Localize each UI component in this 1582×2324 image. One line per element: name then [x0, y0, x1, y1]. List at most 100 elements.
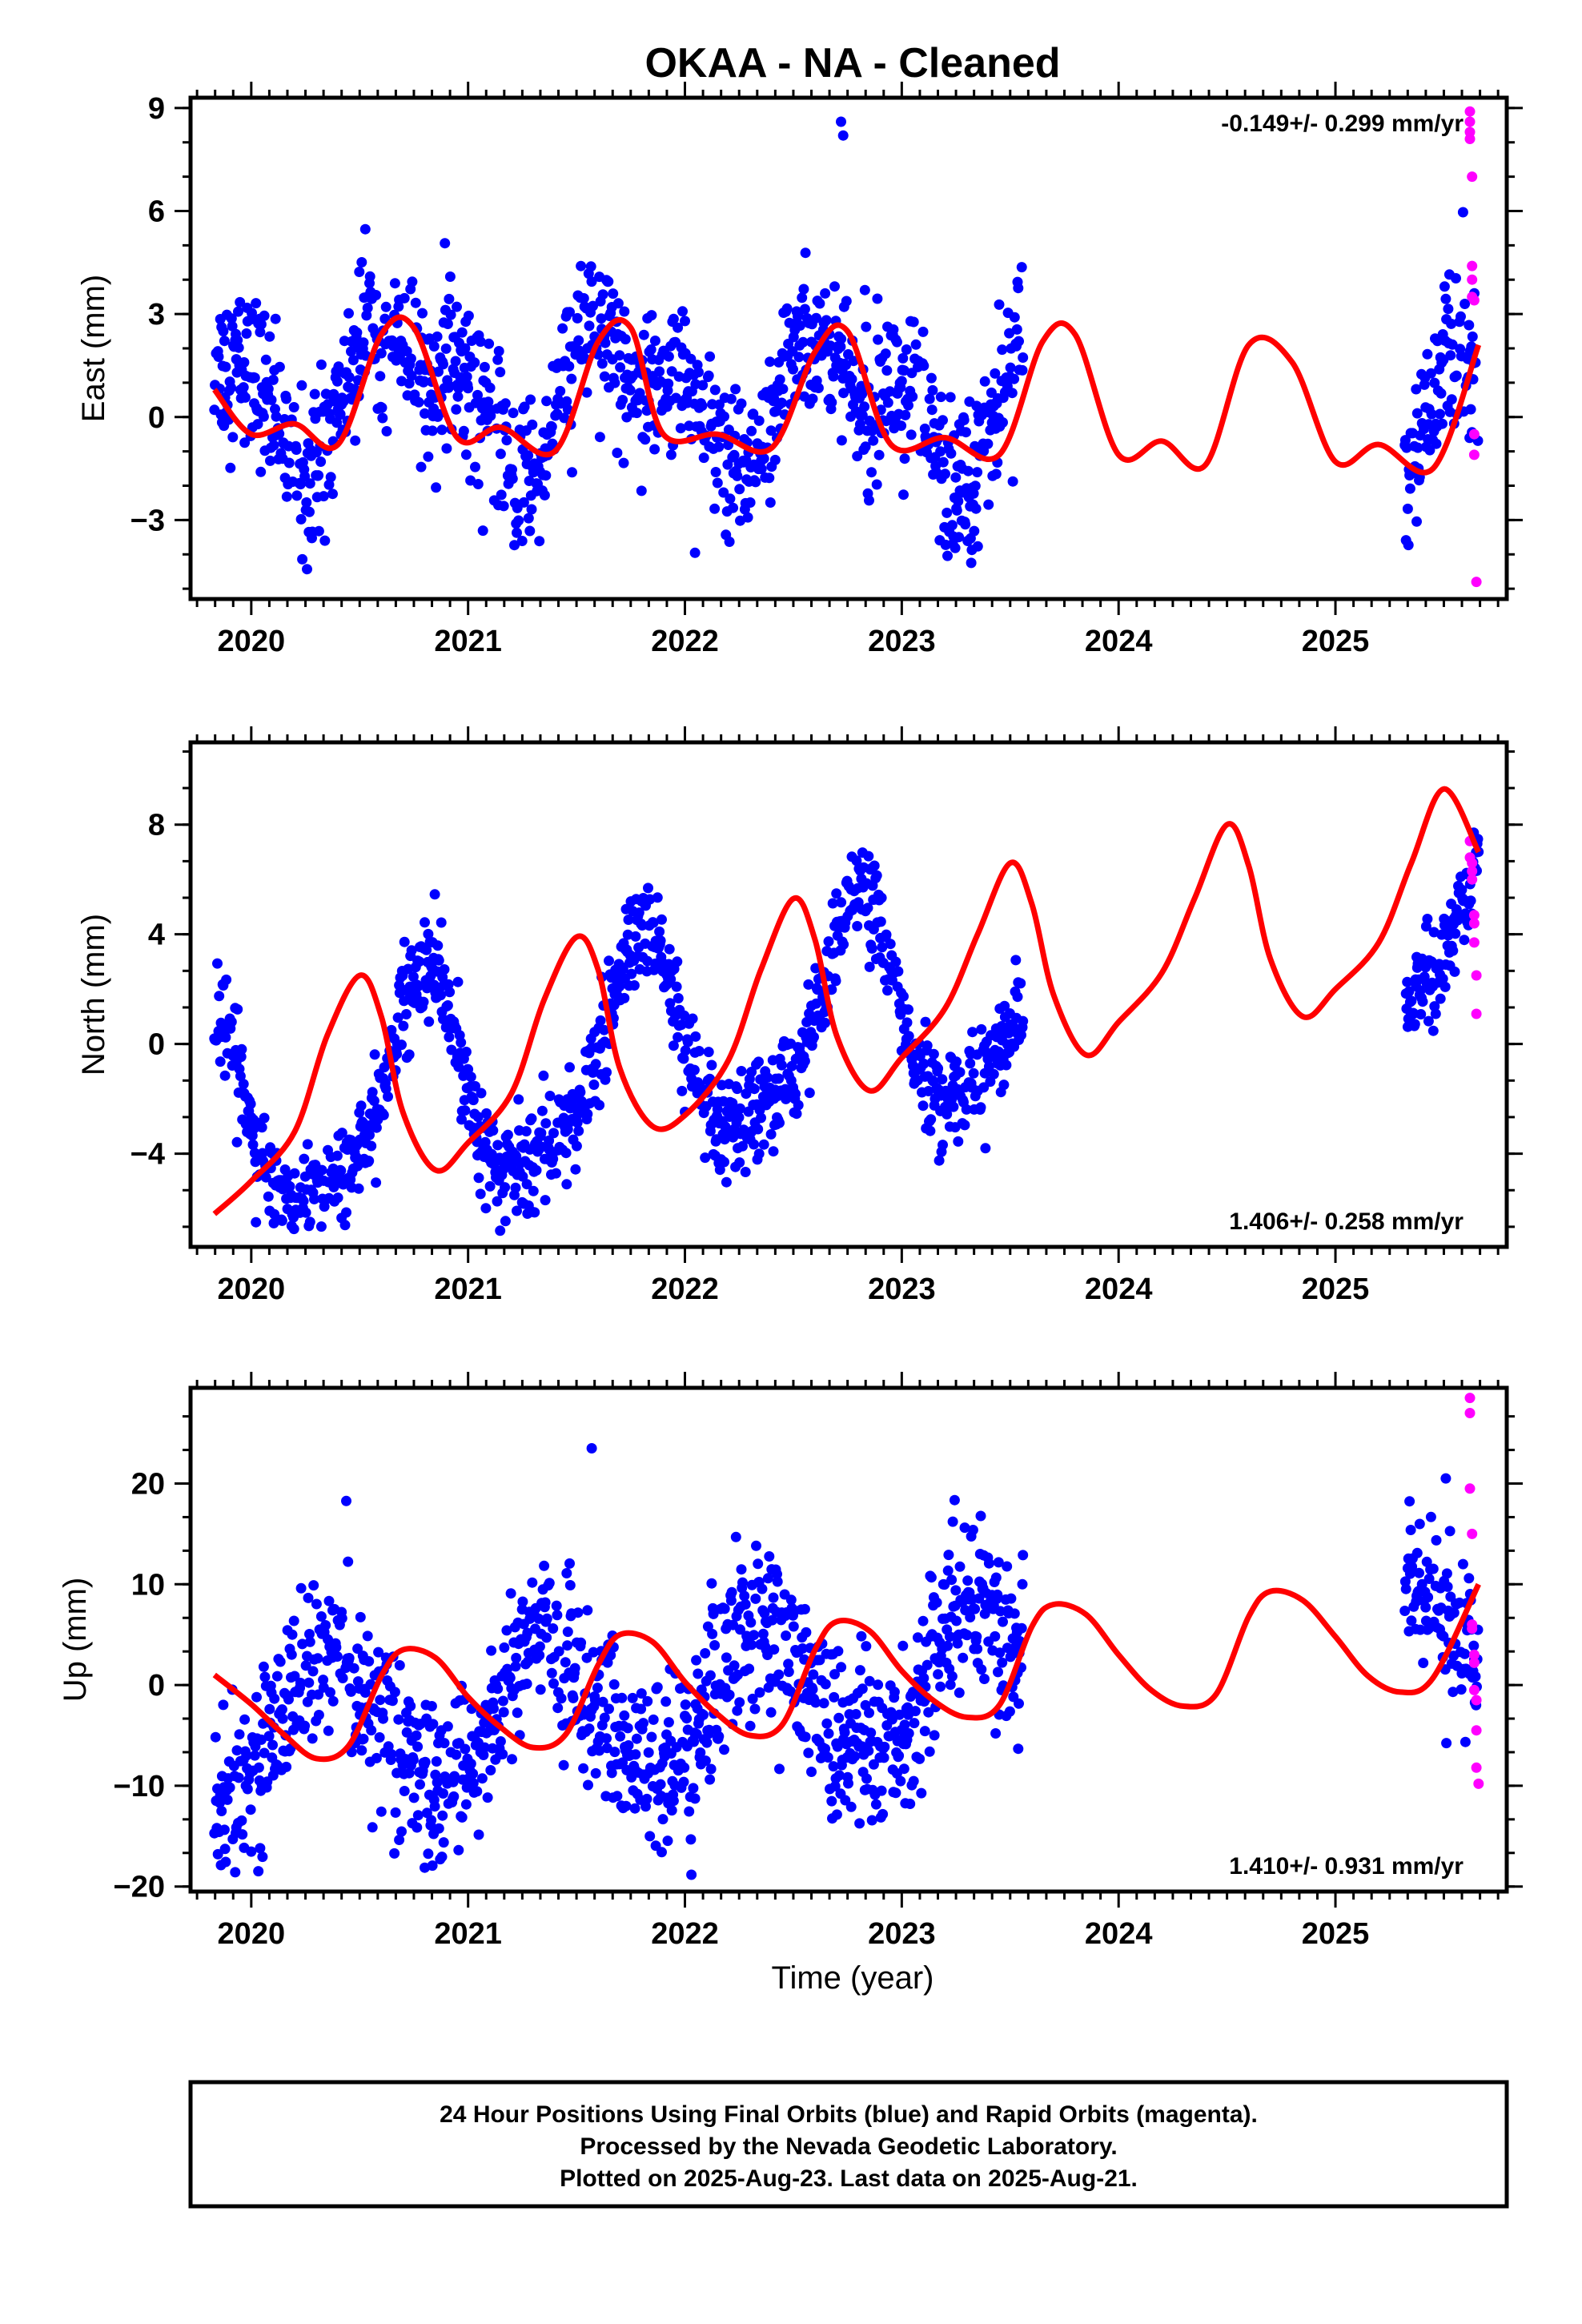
- east-final-point: [416, 461, 427, 472]
- east-final-point: [871, 479, 882, 490]
- north-final-point: [473, 1172, 484, 1184]
- up-final-point: [753, 1558, 764, 1570]
- north-final-point: [712, 1104, 723, 1115]
- east-final-point: [458, 425, 469, 436]
- east-rapid-point: [1464, 106, 1476, 117]
- north-final-point: [826, 984, 837, 995]
- north-final-point: [470, 1080, 480, 1092]
- up-final-point: [890, 1787, 901, 1799]
- north-final-point: [433, 955, 444, 966]
- north-final-point: [245, 1099, 256, 1109]
- up-final-point: [619, 1710, 630, 1721]
- north-final-point: [492, 1140, 504, 1151]
- up-final-point: [967, 1525, 978, 1535]
- east-final-point: [566, 373, 577, 384]
- up-x-tick-label: 2024: [1085, 1917, 1153, 1951]
- east-final-point: [891, 336, 902, 348]
- north-final-point: [235, 1071, 246, 1082]
- east-final-point: [612, 298, 624, 309]
- east-final-point: [251, 298, 262, 309]
- east-final-point: [866, 467, 877, 478]
- north-final-point: [740, 1167, 751, 1177]
- up-final-point: [769, 1644, 780, 1655]
- north-final-point: [768, 1146, 779, 1157]
- north-final-point: [983, 1061, 994, 1072]
- east-final-point: [649, 444, 661, 455]
- up-final-point: [1431, 1534, 1442, 1546]
- east-final-point: [585, 261, 596, 272]
- north-final-point: [536, 1105, 548, 1116]
- north-final-point: [456, 1114, 467, 1125]
- east-final-point: [507, 464, 517, 475]
- up-final-point: [558, 1759, 569, 1771]
- north-final-point: [1409, 1019, 1420, 1030]
- up-final-point: [689, 1793, 701, 1804]
- east-final-point: [997, 344, 1008, 356]
- up-y-axis-label: Up (mm): [58, 1578, 93, 1703]
- east-final-point: [225, 462, 236, 473]
- east-final-point: [728, 502, 739, 513]
- east-final-point: [599, 371, 610, 382]
- up-final-point: [304, 1636, 315, 1647]
- north-final-point: [877, 942, 888, 953]
- up-final-point: [864, 1675, 875, 1687]
- up-final-point: [541, 1632, 552, 1643]
- up-rapid-point: [1471, 1725, 1482, 1736]
- up-final-point: [375, 1806, 387, 1817]
- up-final-point: [772, 1569, 782, 1580]
- up-final-point: [253, 1866, 264, 1877]
- up-final-point: [919, 1726, 930, 1737]
- up-final-point: [909, 1718, 920, 1729]
- north-x-tick-label: 2023: [868, 1273, 936, 1306]
- north-final-point: [526, 1113, 537, 1124]
- east-rapid-point: [1464, 116, 1476, 127]
- north-final-point: [444, 987, 456, 998]
- up-final-point: [917, 1615, 929, 1626]
- north-final-point: [793, 1100, 804, 1111]
- north-final-point: [827, 898, 838, 909]
- up-final-point: [584, 1723, 595, 1735]
- east-final-point: [857, 388, 868, 400]
- up-rapid-point: [1464, 1408, 1476, 1418]
- north-final-point: [437, 971, 448, 983]
- north-final-point: [804, 1088, 815, 1099]
- north-final-point: [830, 975, 841, 987]
- east-rapid-point: [1467, 171, 1478, 183]
- east-final-point: [776, 397, 787, 408]
- east-final-point: [685, 353, 697, 364]
- north-final-point: [999, 1000, 1010, 1011]
- east-final-point: [1422, 348, 1433, 360]
- east-final-point: [399, 292, 410, 304]
- up-final-point: [705, 1763, 717, 1775]
- up-final-point: [994, 1647, 1006, 1659]
- north-final-point: [1465, 895, 1476, 907]
- up-final-point: [389, 1848, 400, 1859]
- up-final-point: [898, 1763, 909, 1775]
- north-y-tick-label: 8: [148, 809, 165, 842]
- up-final-point: [224, 1782, 235, 1793]
- east-final-point: [304, 506, 315, 517]
- up-final-point: [785, 1594, 797, 1606]
- up-final-point: [822, 1752, 833, 1763]
- north-final-point: [954, 1067, 966, 1078]
- up-final-point: [307, 1666, 319, 1677]
- east-final-point: [350, 435, 361, 446]
- up-final-point: [307, 1733, 318, 1744]
- up-final-point: [854, 1818, 865, 1829]
- east-final-point: [451, 404, 462, 415]
- north-velocity-label: 1.406+/- 0.258 mm/yr: [1229, 1208, 1464, 1235]
- east-final-point: [896, 420, 907, 432]
- north-final-point: [762, 1072, 773, 1083]
- up-final-point: [356, 1745, 367, 1756]
- up-final-point: [1400, 1583, 1411, 1594]
- north-final-point: [383, 1091, 393, 1102]
- east-final-point: [614, 350, 625, 361]
- east-final-point: [380, 301, 391, 312]
- east-final-point: [1401, 442, 1412, 453]
- up-final-point: [757, 1583, 768, 1594]
- north-final-point: [399, 936, 410, 947]
- east-final-point: [597, 289, 608, 300]
- up-final-point: [233, 1772, 244, 1783]
- east-final-point: [460, 449, 472, 460]
- east-final-point: [946, 520, 958, 531]
